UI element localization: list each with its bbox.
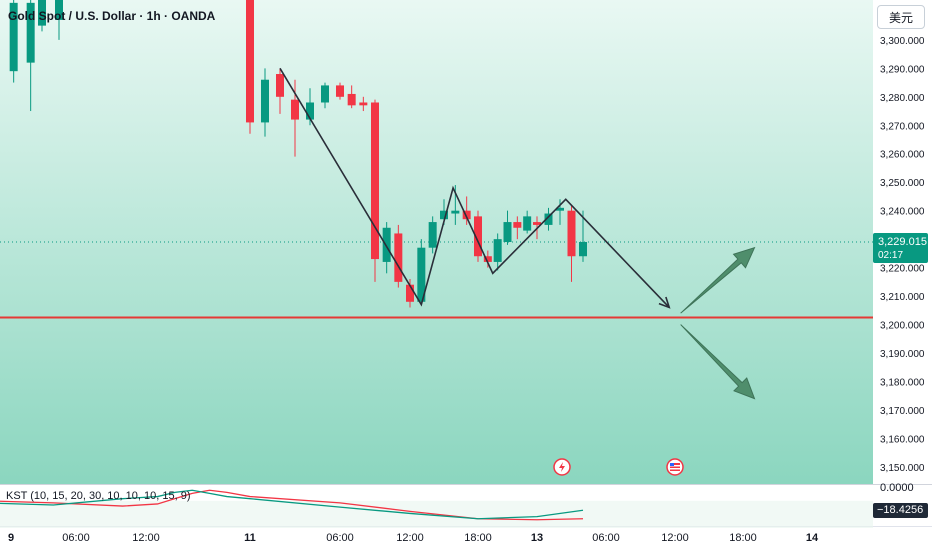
- time-tick-label: 12:00: [132, 532, 160, 544]
- candle-body-up: [579, 242, 587, 257]
- price-tick-label: 3,150.000: [880, 463, 925, 474]
- time-tick-label: 18:00: [464, 532, 492, 544]
- dividend-event-icon[interactable]: [553, 458, 571, 476]
- candle-body-up: [55, 0, 63, 20]
- candle-body-up: [38, 0, 46, 26]
- event-markers[interactable]: [553, 458, 684, 476]
- candle-body-down: [336, 85, 344, 97]
- candle-body-down: [347, 93, 356, 106]
- time-tick-label: 11: [244, 532, 256, 544]
- candle-body-down: [533, 222, 541, 225]
- time-tick-label: 14: [806, 532, 819, 544]
- candle-body-up: [523, 216, 532, 231]
- candle-body-up: [451, 210, 460, 214]
- price-tick-label: 3,300.000: [880, 36, 925, 47]
- candle-body-up: [440, 210, 448, 220]
- price-tick-label: 3,200.000: [880, 321, 925, 332]
- candle-body-down: [406, 284, 414, 302]
- price-tick-label: 3,170.000: [880, 406, 925, 417]
- candle-body-down: [291, 99, 299, 120]
- candle-body-up: [9, 2, 18, 72]
- candle-body-down: [474, 216, 482, 257]
- kst-indicator-label[interactable]: KST (10, 15, 20, 30, 10, 10, 10, 15, 9): [6, 490, 191, 502]
- candle-body-up: [321, 85, 329, 103]
- price-tick-label: 3,210.000: [880, 292, 925, 303]
- time-tick-label: 06:00: [326, 532, 354, 544]
- candle-body-up: [493, 239, 502, 262]
- projection-arrow-down[interactable]: [680, 324, 756, 400]
- time-axis[interactable]: 9 06:00 12:00 11 06:00 12:00 18:00 13 06:00 12:00…: [8, 532, 819, 544]
- drawings[interactable]: [0, 67, 873, 400]
- candle-body-down: [513, 222, 522, 228]
- price-tick-label: 3,160.000: [880, 434, 925, 445]
- candle-body-up: [556, 207, 564, 211]
- price-tick-label: 3,240.000: [880, 207, 925, 218]
- kst-line: [0, 489, 584, 520]
- candle-body-up: [428, 222, 437, 248]
- price-tick-label: 3,190.000: [880, 349, 925, 360]
- kst-value-tag: −18.4256: [873, 503, 928, 518]
- candle-body-up: [261, 79, 269, 123]
- price-tick-label: 3,280.000: [880, 93, 925, 104]
- currency-button[interactable]: 美元: [877, 5, 925, 29]
- symbol-title[interactable]: Gold Spot / U.S. Dollar · 1h · OANDA: [8, 9, 216, 23]
- time-tick-label: 06:00: [62, 532, 90, 544]
- time-tick-label: 9: [8, 532, 14, 544]
- time-tick-label: 13: [531, 532, 543, 544]
- price-tick-label: 3,260.000: [880, 150, 925, 161]
- candle-body-up: [417, 247, 426, 302]
- candle-body-down: [567, 210, 576, 257]
- price-tick-label: 3,220.000: [880, 264, 925, 275]
- candles: [9, 0, 587, 308]
- bar-countdown: 02:17: [878, 250, 904, 261]
- time-tick-label: 18:00: [729, 532, 757, 544]
- candle-body-up: [544, 213, 553, 225]
- time-tick-label: 06:00: [592, 532, 620, 544]
- candle-body-down: [371, 102, 379, 260]
- candle-body-down: [246, 0, 254, 123]
- price-tick-label: 3,290.000: [880, 64, 925, 75]
- current-price-tag: 3,229.015 02:17: [873, 233, 928, 263]
- path-arrowhead[interactable]: [658, 296, 671, 309]
- time-tick-label: 12:00: [661, 532, 689, 544]
- current-price-value: 3,229.015: [878, 236, 927, 248]
- price-tick-label: 3,250.000: [880, 178, 925, 189]
- kst-pane: [0, 489, 873, 528]
- candle-body-up: [306, 102, 314, 120]
- candle-body-up: [382, 227, 391, 262]
- kst-value: −18.4256: [877, 504, 924, 516]
- candle-body-down: [276, 74, 284, 97]
- time-tick-label: 12:00: [396, 532, 424, 544]
- projection-arrow-up[interactable]: [680, 246, 756, 314]
- candle-body-down: [394, 233, 403, 282]
- candle-body-down: [483, 256, 492, 262]
- economic-event-flag-icon[interactable]: [666, 458, 684, 476]
- candle-body-up: [503, 222, 512, 242]
- projected-path-line[interactable]: [279, 67, 670, 309]
- price-tick-label: 3,270.000: [880, 121, 925, 132]
- price-tick-label: 3,180.000: [880, 378, 925, 389]
- candle-body-down: [462, 210, 471, 220]
- candle-body-down: [359, 102, 368, 106]
- candle-body-up: [26, 2, 35, 63]
